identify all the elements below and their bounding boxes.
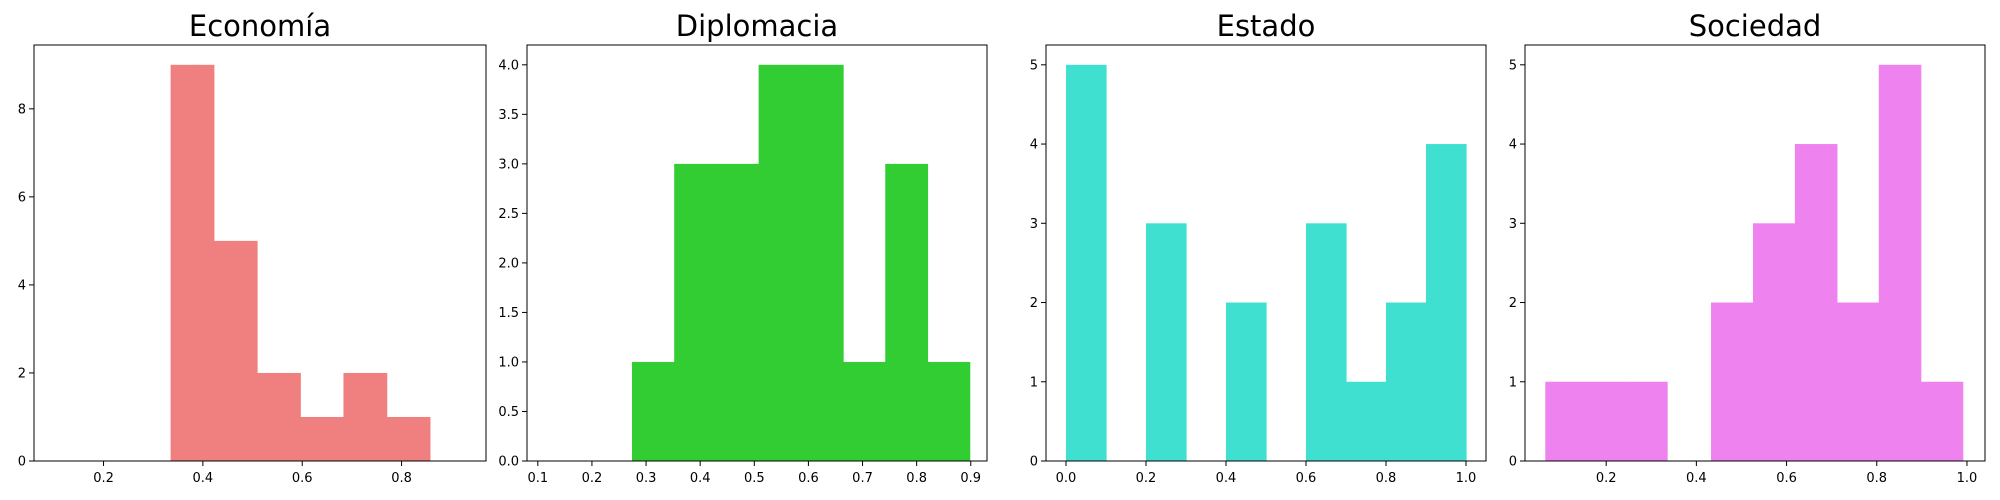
histogram-bar (758, 64, 802, 461)
x-tick-label: 0.8 (1866, 471, 1887, 486)
histogram-bar (213, 240, 237, 461)
x-tick-label: 0.8 (906, 471, 927, 486)
histogram-bar (1836, 302, 1880, 461)
histogram-bar (1794, 144, 1838, 462)
histogram-bar (235, 240, 258, 461)
y-tick-label: 2 (1509, 296, 1517, 311)
chart-title: Estado (1217, 9, 1316, 43)
histogram-bar (1545, 381, 1587, 461)
y-tick-label: 1.5 (498, 306, 519, 321)
y-tick-label: 2 (1030, 296, 1038, 311)
y-tick-label: 4.0 (498, 58, 519, 73)
x-tick-label: 0.8 (391, 471, 412, 486)
y-tick-label: 4 (1030, 138, 1038, 153)
y-tick-label: 4 (1509, 138, 1517, 153)
histogram-bar (1346, 381, 1387, 461)
histogram-bar (365, 372, 388, 461)
y-tick-label: 2.0 (498, 256, 519, 271)
chart-panel-1: Economía 0.2 0.4 0.6 0.8 0 2 4 6 8 (18, 9, 487, 486)
histogram-bar (386, 416, 409, 461)
x-tick-label: 0.2 (1596, 471, 1617, 486)
y-tick-label: 3 (1509, 217, 1517, 232)
axes-frame (526, 44, 988, 462)
chart-title: Sociedad (1689, 9, 1822, 43)
histogram-bar (674, 163, 718, 462)
histogram-bar (927, 361, 971, 461)
histogram-bar (1146, 223, 1187, 461)
histogram-bar (1226, 302, 1267, 461)
histogram-bar (1386, 302, 1427, 461)
x-tick-label: 0.4 (1216, 471, 1237, 486)
histogram-bar (408, 416, 431, 461)
y-tick-label: 0 (18, 455, 26, 470)
x-tick-label: 1.0 (1456, 471, 1477, 486)
chart-panel-4: Sociedad 0.2 0.4 0.6 0.8 1.0 0 1 2 3 4 5 (1509, 9, 1986, 486)
x-tick-label: 0.6 (1296, 471, 1317, 486)
y-tick-label: 0.5 (498, 405, 519, 420)
x-tick-label: 0.9 (960, 471, 981, 486)
y-tick-label: 4 (18, 278, 26, 293)
histogram-bar (843, 361, 886, 461)
histogram-bar (1585, 381, 1628, 461)
x-tick-label: 0.4 (690, 471, 711, 486)
chart-title: Economía (189, 9, 331, 43)
histogram-bar (716, 163, 760, 462)
histogram-bar (1711, 302, 1754, 461)
y-tick-label: 2 (18, 366, 26, 381)
y-tick-label: 3 (1030, 217, 1038, 232)
x-tick-label: 0.1 (527, 471, 548, 486)
chart-panel-3: Estado 0.0 0.2 0.4 0.6 0.8 1.0 0 1 2 3 4 5 (1030, 9, 1487, 486)
y-tick-label: 5 (1030, 58, 1038, 73)
histogram-bar (885, 163, 929, 462)
y-tick-label: 1 (1030, 375, 1038, 390)
histogram-bar (1878, 64, 1922, 461)
x-tick-label: 0.2 (1136, 471, 1157, 486)
histogram-bar (1626, 381, 1668, 461)
x-tick-label: 0.2 (582, 471, 603, 486)
y-tick-label: 3.0 (498, 157, 519, 172)
y-tick-label: 1.0 (498, 355, 519, 370)
y-tick-label: 0.0 (498, 455, 519, 470)
histogram-bar (278, 372, 301, 461)
histogram-bar (631, 361, 675, 461)
x-tick-label: 0.6 (1776, 471, 1797, 486)
y-tick-label: 0 (1030, 455, 1038, 470)
y-tick-label: 8 (18, 102, 26, 117)
x-tick-label: 0.4 (1686, 471, 1707, 486)
y-tick-label: 5 (1509, 58, 1517, 73)
histogram-bar (170, 64, 193, 461)
chart-title: Diplomacia (676, 9, 838, 43)
histogram-bar (800, 64, 844, 461)
histogram-bar (1920, 381, 1964, 461)
histogram-bar (343, 372, 366, 461)
x-tick-label: 0.2 (93, 471, 114, 486)
y-tick-label: 2.5 (498, 207, 519, 222)
y-tick-label: 1 (1509, 375, 1517, 390)
histogram-bar (1752, 223, 1796, 461)
y-tick-label: 6 (18, 190, 26, 205)
histogram-bar (321, 416, 345, 461)
histogram-bar (192, 64, 215, 461)
histogram-bar (1306, 223, 1347, 461)
histogram-bar (257, 372, 280, 461)
y-tick-label: 3.5 (498, 108, 519, 123)
x-tick-label: 0.8 (1376, 471, 1397, 486)
chart-panel-2: Diplomacia 0.1 0.2 0.3 0.4 0.5 0.6 0.7 0.8 0.9 0.0… (498, 9, 988, 486)
x-tick-label: 0.4 (193, 471, 214, 486)
x-tick-label: 0.5 (744, 471, 765, 486)
histogram-bar (1066, 64, 1107, 461)
histogram-bar (300, 416, 323, 461)
axes-frame (1524, 44, 1986, 462)
x-tick-label: 0.7 (852, 471, 873, 486)
x-tick-label: 0.6 (798, 471, 819, 486)
axes-frame (1045, 44, 1487, 462)
x-tick-label: 0.3 (636, 471, 657, 486)
y-tick-label: 0 (1509, 455, 1517, 470)
x-tick-label: 0.0 (1056, 471, 1077, 486)
x-tick-label: 1.0 (1957, 471, 1978, 486)
x-tick-label: 0.6 (292, 471, 313, 486)
histogram-bar (1426, 144, 1467, 462)
axes-frame (33, 44, 487, 462)
